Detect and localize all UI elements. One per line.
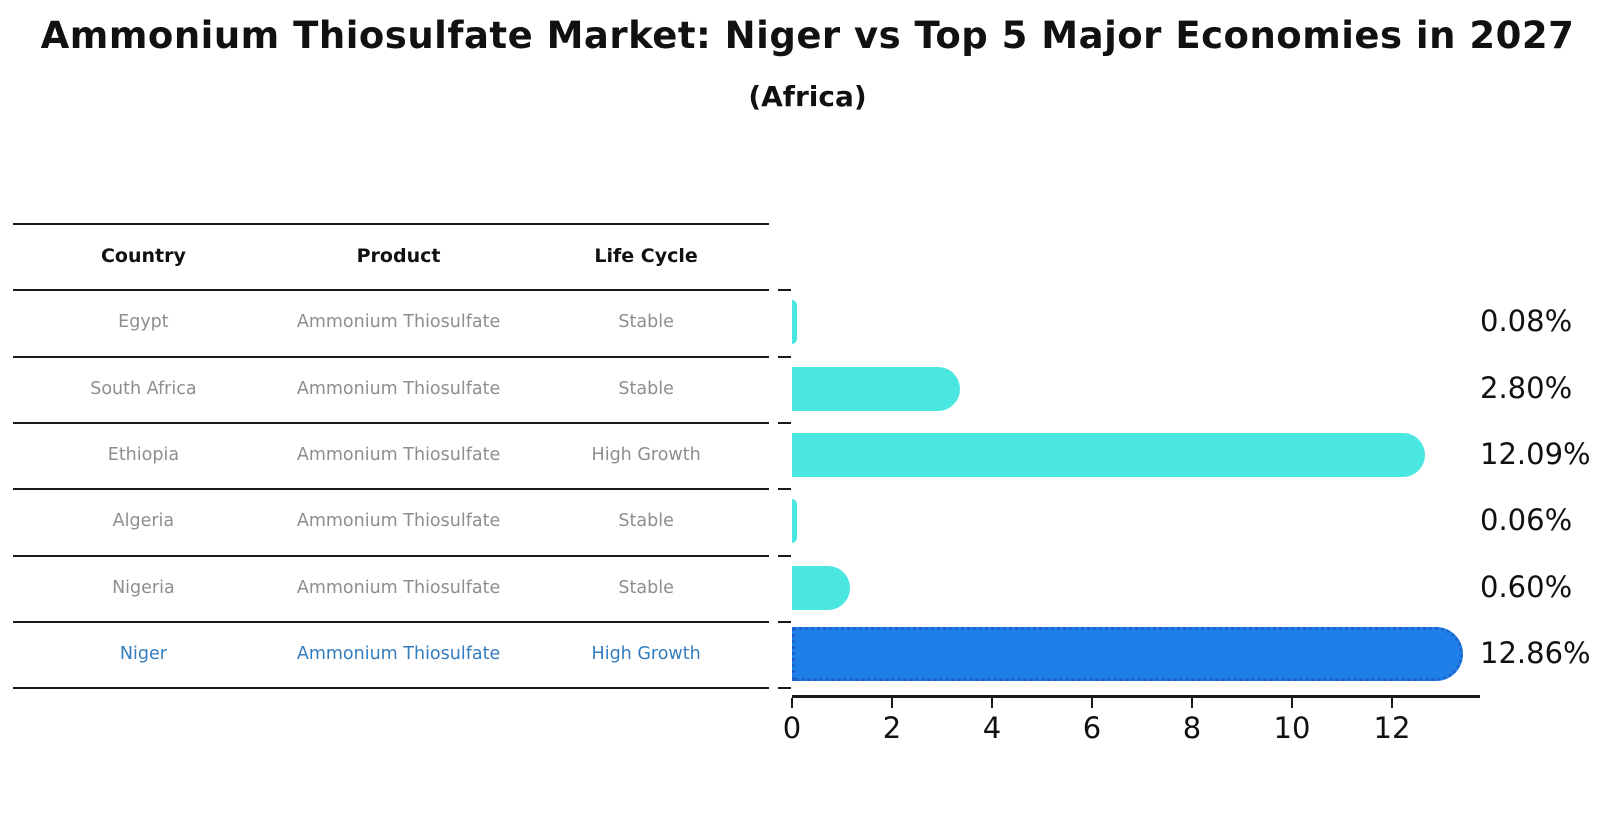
value-label: 0.60% xyxy=(1480,569,1573,604)
x-axis-tick-label: 12 xyxy=(1373,711,1411,745)
table-row-egypt: Egypt Ammonium Thiosulfate Stable xyxy=(13,302,769,342)
table-cell: Nigeria xyxy=(112,577,175,598)
table-cell: High Growth xyxy=(591,643,701,664)
value-label: 0.08% xyxy=(1480,304,1573,339)
table-rule xyxy=(13,421,769,424)
table-cell: Product xyxy=(356,245,441,268)
x-axis-tick xyxy=(1191,698,1193,708)
x-axis-tick-label: 4 xyxy=(982,711,1002,745)
bar-south-africa xyxy=(792,366,960,411)
table-row-nigeria: Nigeria Ammonium Thiosulfate Stable xyxy=(13,568,769,608)
chart-subtitle: (Africa) xyxy=(748,80,867,113)
table-rule xyxy=(13,687,769,690)
table-cell: Ammonium Thiosulfate xyxy=(296,577,501,598)
table-rule xyxy=(13,554,769,557)
x-axis-tick xyxy=(1091,698,1093,708)
table-cell: Ethiopia xyxy=(107,445,180,466)
table-cell: Niger xyxy=(119,643,167,664)
table-cell: South Africa xyxy=(90,378,197,399)
bar-niger xyxy=(792,626,1463,681)
table-cell: Ammonium Thiosulfate xyxy=(296,511,501,532)
table-row-header: Country Product Life Cycle xyxy=(13,236,769,276)
y-axis-tick xyxy=(778,620,791,623)
table-rule xyxy=(13,488,769,491)
y-axis-tick xyxy=(778,687,791,690)
table-cell: Ammonium Thiosulfate xyxy=(296,643,501,664)
table-rule xyxy=(13,289,769,292)
x-axis-tick xyxy=(1391,698,1393,708)
value-label: 12.09% xyxy=(1480,437,1591,472)
value-label: 12.86% xyxy=(1480,635,1591,670)
table-cell: Life Cycle xyxy=(594,245,698,268)
table-cell: Stable xyxy=(618,577,674,598)
y-axis-tick xyxy=(778,289,791,292)
chart-title: Ammonium Thiosulfate Market: Niger vs To… xyxy=(40,14,1575,57)
x-axis-tick-label: 10 xyxy=(1273,711,1311,745)
bar-ethiopia xyxy=(792,433,1425,478)
bar-nigeria xyxy=(792,565,850,610)
table-cell: Algeria xyxy=(112,511,175,532)
table-cell: Ammonium Thiosulfate xyxy=(296,312,501,333)
table-row-ethiopia: Ethiopia Ammonium Thiosulfate High Growth xyxy=(13,435,769,475)
bar-egypt xyxy=(792,300,797,345)
x-axis-line xyxy=(792,695,1480,698)
x-axis-tick-label: 8 xyxy=(1182,711,1202,745)
table-cell: Ammonium Thiosulfate xyxy=(296,445,501,466)
x-axis-tick-label: 0 xyxy=(782,711,802,745)
y-axis-tick xyxy=(778,421,791,424)
bar-algeria xyxy=(792,499,797,544)
table-row-niger: Niger Ammonium Thiosulfate High Growth xyxy=(13,634,769,674)
table-rule xyxy=(13,355,769,358)
x-axis-tick xyxy=(1291,698,1293,708)
y-axis-tick xyxy=(778,355,791,358)
value-label: 0.06% xyxy=(1480,503,1573,538)
table-rule xyxy=(13,620,769,623)
x-axis-tick xyxy=(891,698,893,708)
table-cell: Stable xyxy=(618,312,674,333)
x-axis-tick-label: 2 xyxy=(882,711,902,745)
x-axis-tick xyxy=(791,698,793,708)
table-cell: Stable xyxy=(618,511,674,532)
table-cell: Egypt xyxy=(118,312,169,333)
table-cell: Country xyxy=(100,245,186,268)
table-rule xyxy=(13,223,769,225)
table-cell: High Growth xyxy=(591,445,701,466)
table-cell: Stable xyxy=(618,378,674,399)
table-row-south-africa: South Africa Ammonium Thiosulfate Stable xyxy=(13,369,769,409)
table-row-algeria: Algeria Ammonium Thiosulfate Stable xyxy=(13,501,769,541)
x-axis-tick xyxy=(991,698,993,708)
table-cell: Ammonium Thiosulfate xyxy=(296,378,501,399)
x-axis-tick-label: 6 xyxy=(1082,711,1102,745)
y-axis-tick xyxy=(778,488,791,491)
value-label: 2.80% xyxy=(1480,370,1573,405)
y-axis-tick xyxy=(778,554,791,557)
